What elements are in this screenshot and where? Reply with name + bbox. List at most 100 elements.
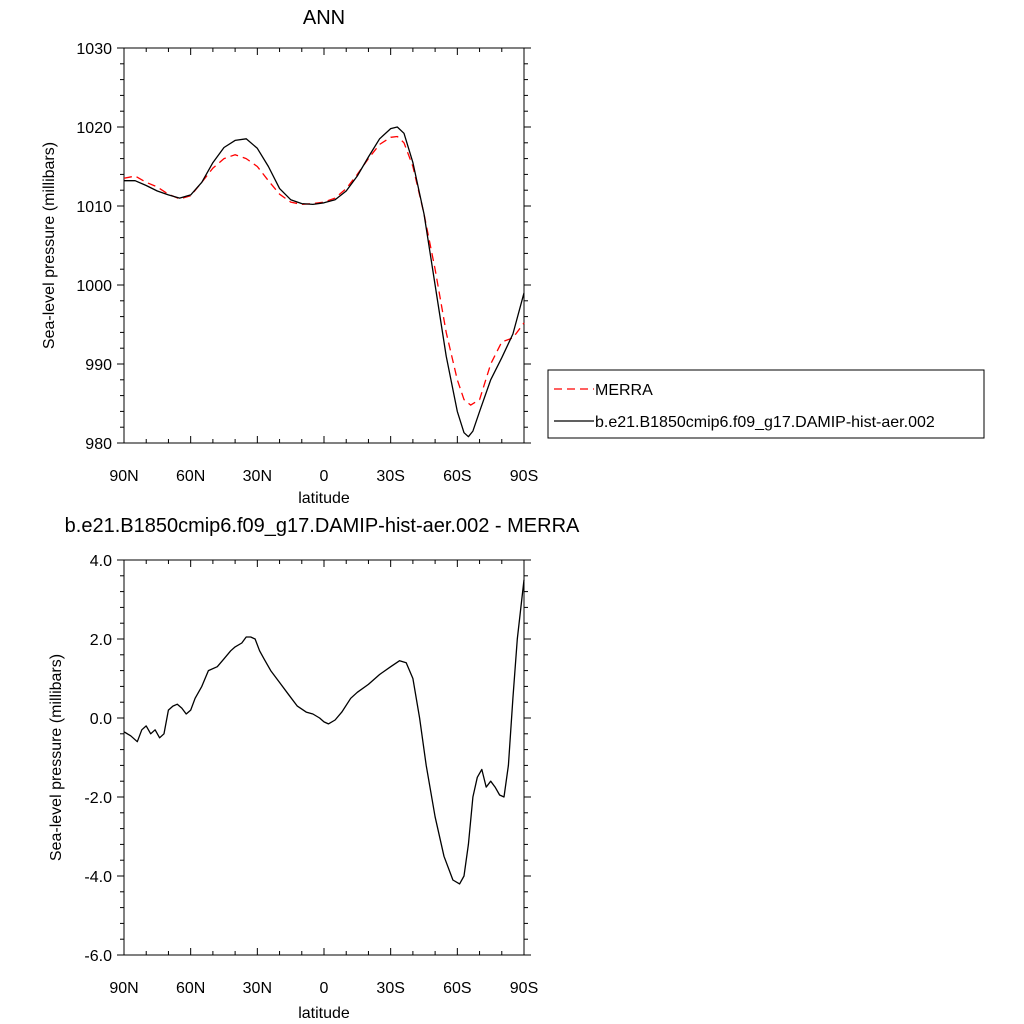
data-point (390, 128, 391, 129)
data-point (523, 322, 524, 323)
data-point (181, 708, 182, 709)
data-point (435, 816, 436, 817)
data-point (503, 796, 504, 797)
data-point (255, 638, 256, 639)
x-tick-label: 90S (510, 468, 538, 485)
data-point (257, 148, 258, 149)
data-point (230, 650, 231, 651)
data-point (146, 185, 147, 186)
data-point (477, 777, 478, 778)
chart-title: ANN (303, 7, 345, 29)
legend-label: b.e21.B1850cmip6.f09_g17.DAMIP-hist-aer.… (595, 414, 935, 431)
x-tick-label: 60N (176, 980, 205, 997)
y-tick-label: 1020 (76, 120, 112, 137)
data-point (419, 717, 420, 718)
y-tick-label: 0.0 (90, 711, 112, 728)
data-point (390, 666, 391, 667)
y-tick-label: 980 (85, 436, 112, 453)
data-point (146, 182, 147, 183)
data-point (270, 670, 271, 671)
data-point (323, 721, 324, 722)
data-point (368, 156, 369, 157)
data-point (397, 126, 398, 127)
data-point (246, 636, 247, 637)
data-point (397, 136, 398, 137)
y-tick-label: -2.0 (84, 790, 112, 807)
data-point (195, 698, 196, 699)
x-tick-label: 90S (510, 980, 538, 997)
data-point (403, 142, 404, 143)
x-tick-label: 90N (109, 980, 138, 997)
data-point (235, 140, 236, 141)
data-point (235, 646, 236, 647)
data-point (412, 162, 413, 163)
data-point (446, 356, 447, 357)
data-point (168, 710, 169, 711)
data-point (501, 341, 502, 342)
data-point (130, 735, 131, 736)
data-point (172, 706, 173, 707)
data-point (268, 166, 269, 167)
data-point (301, 203, 302, 204)
data-point (268, 180, 269, 181)
data-point (146, 725, 147, 726)
data-point (490, 363, 491, 364)
data-point (288, 694, 289, 695)
x-tick-label: 90N (109, 468, 138, 485)
data-point (346, 190, 347, 191)
data-point (135, 175, 136, 176)
y-tick-label: 4.0 (90, 553, 112, 570)
x-tick-label: 30N (243, 468, 272, 485)
data-point (412, 678, 413, 679)
data-point (257, 166, 258, 167)
data-point (137, 741, 138, 742)
data-point (346, 188, 347, 189)
data-point (406, 662, 407, 663)
data-point (135, 180, 136, 181)
data-point (479, 399, 480, 400)
data-point (341, 712, 342, 713)
data-point (472, 431, 473, 432)
data-point (490, 781, 491, 782)
data-point (246, 138, 247, 139)
data-point (290, 202, 291, 203)
data-point (190, 194, 191, 195)
legend-label: MERRA (595, 382, 653, 399)
data-point (141, 729, 142, 730)
data-point (486, 787, 487, 788)
data-point (481, 769, 482, 770)
data-point (368, 684, 369, 685)
data-point (212, 168, 213, 169)
data-point (379, 138, 380, 139)
data-point (150, 733, 151, 734)
x-tick-label: 60S (443, 980, 471, 997)
data-point (390, 137, 391, 138)
y-tick-label: 2.0 (90, 632, 112, 649)
data-point (495, 787, 496, 788)
data-point (457, 379, 458, 380)
data-point (312, 204, 313, 205)
data-point (379, 144, 380, 145)
plot-frame (123, 559, 525, 956)
series-line-b-e21-b1850cmip6-f09-g17-damip-hist-aer-002 (124, 126, 525, 438)
data-point (335, 198, 336, 199)
data-point (246, 158, 247, 159)
data-point (163, 733, 164, 734)
data-point (426, 765, 427, 766)
data-point (463, 399, 464, 400)
data-point (470, 405, 471, 406)
data-point (259, 650, 260, 651)
data-point (179, 198, 180, 199)
data-point (472, 796, 473, 797)
data-point (523, 292, 524, 293)
x-tick-label: 60S (443, 468, 471, 485)
data-point (399, 660, 400, 661)
data-point (201, 182, 202, 183)
data-point (159, 737, 160, 738)
data-point (523, 579, 524, 580)
data-point (517, 638, 518, 639)
data-point (168, 194, 169, 195)
data-point (512, 698, 513, 699)
data-point (323, 202, 324, 203)
data-point (357, 175, 358, 176)
